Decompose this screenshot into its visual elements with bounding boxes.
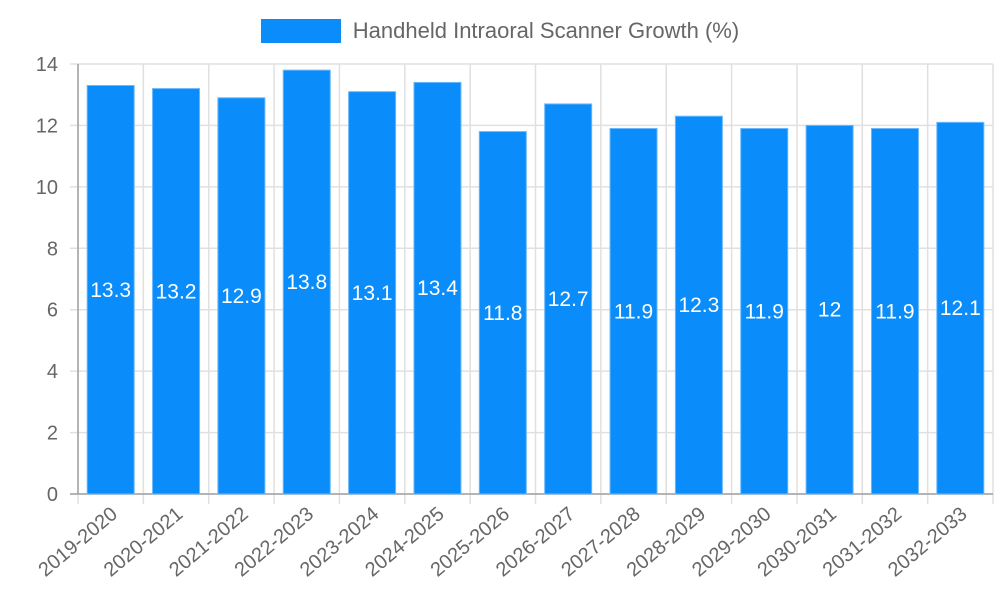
bar-value-label: 11.9	[875, 300, 914, 323]
y-tick-label: 4	[47, 361, 58, 383]
bar-value-label: 12.3	[678, 294, 719, 317]
bar-value-label: 13.1	[352, 282, 393, 305]
bar[interactable]	[609, 128, 658, 495]
y-tick-label: 14	[36, 54, 58, 76]
bar-value-label: 12.1	[940, 297, 981, 320]
chart-legend: Handheld Intraoral Scanner Growth (%)	[0, 18, 1000, 44]
bar-value-label: 12.7	[548, 288, 589, 311]
bar[interactable]	[413, 81, 462, 495]
y-tick-label: 10	[36, 177, 58, 199]
bar-value-label: 11.9	[745, 300, 784, 323]
bar-value-label: 12	[818, 299, 841, 322]
bar[interactable]	[805, 124, 854, 495]
bar-value-label: 13.2	[156, 280, 197, 303]
y-tick-label: 8	[47, 238, 58, 260]
legend-label: Handheld Intraoral Scanner Growth (%)	[352, 18, 740, 43]
y-tick-label: 0	[47, 484, 58, 506]
bar-value-label: 12.9	[221, 285, 262, 308]
y-tick-label: 6	[47, 300, 58, 322]
bar[interactable]	[544, 103, 593, 495]
bar-value-label: 13.8	[286, 271, 327, 294]
bar[interactable]	[870, 128, 919, 495]
bar[interactable]	[348, 91, 397, 495]
bar[interactable]	[936, 121, 985, 495]
bar[interactable]	[740, 128, 789, 495]
y-tick-label: 2	[47, 423, 58, 445]
bar[interactable]	[478, 131, 527, 495]
bar[interactable]	[217, 97, 266, 495]
bar[interactable]	[674, 115, 723, 495]
bar[interactable]	[86, 85, 135, 495]
legend-swatch[interactable]	[260, 19, 341, 43]
bar-value-label: 13.3	[90, 279, 131, 302]
bar-value-label: 13.4	[417, 277, 458, 300]
y-tick-label: 12	[36, 115, 58, 137]
bar-value-label: 11.8	[483, 302, 522, 325]
bar[interactable]	[152, 88, 201, 495]
bar-value-label: 11.9	[614, 300, 653, 323]
bar[interactable]	[282, 69, 331, 495]
